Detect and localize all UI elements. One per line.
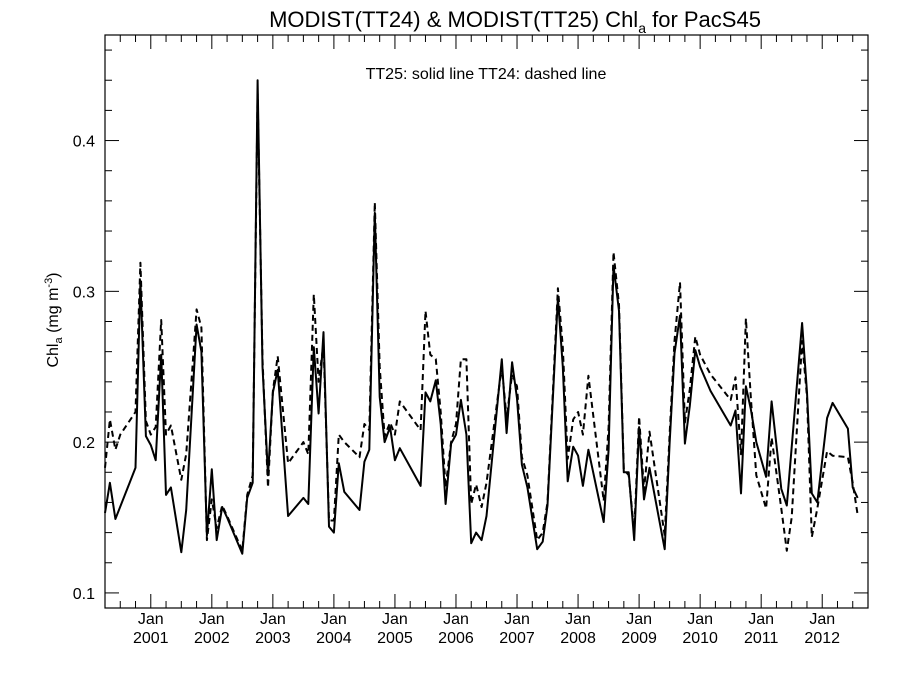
x-tick-label-month: Jan: [626, 611, 652, 628]
x-tick-label-year: 2012: [804, 630, 840, 647]
x-tick-label-month: Jan: [321, 611, 347, 628]
y-tick-label: 0.4: [73, 134, 95, 151]
x-tick-label-year: 2006: [438, 630, 474, 647]
chart-title-tail: for PacS45: [646, 7, 761, 32]
x-tick-label-month: Jan: [809, 611, 835, 628]
x-tick-label-year: 2004: [316, 630, 352, 647]
legend-annotation: TT25: solid line TT24: dashed line: [366, 66, 607, 83]
x-tick-label-year: 2003: [255, 630, 291, 647]
y-axis-label-exponent: -3: [43, 278, 55, 288]
x-tick-label-month: Jan: [260, 611, 286, 628]
x-tick-label-month: Jan: [443, 611, 469, 628]
x-tick-label-month: Jan: [504, 611, 530, 628]
axis-tick-labels: 0.1 0.2 0.3 0.4 Jan 2001 Jan 2002 Jan 2003 Jan 2004…: [73, 134, 840, 647]
series-line-tt25: [104, 79, 859, 555]
series-line-tt24: [104, 92, 859, 552]
chart-title-main: MODIST(TT24) & MODIST(TT25) Chl: [269, 7, 638, 32]
x-tick-label-month: Jan: [687, 611, 713, 628]
x-tick-label-year: 2010: [682, 630, 718, 647]
x-tick-label-year: 2011: [744, 630, 779, 647]
x-tick-label-month: Jan: [199, 611, 225, 628]
x-tick-label-month: Jan: [565, 611, 591, 628]
y-tick-label: 0.2: [73, 435, 95, 452]
x-tick-label-month: Jan: [748, 611, 774, 628]
x-tick-label-month: Jan: [138, 611, 164, 628]
x-tick-label-year: 2005: [377, 630, 413, 647]
data-series: [104, 79, 859, 555]
y-axis-label-subscript: a: [53, 337, 65, 344]
x-tick-label-year: 2002: [194, 630, 230, 647]
x-tick-label-year: 2009: [621, 630, 657, 647]
axis-ticks: [104, 35, 869, 608]
y-tick-label: 0.1: [73, 586, 95, 603]
y-axis-label-main: Chl: [45, 344, 62, 368]
x-tick-label-year: 2008: [560, 630, 596, 647]
y-axis-label-close: ): [45, 272, 62, 277]
chart-title-subscript: a: [638, 20, 646, 36]
y-tick-label: 0.3: [73, 284, 95, 301]
y-axis-label-unit: (mg m: [45, 288, 62, 338]
y-axis-label: Chla (mg m-3): [43, 272, 65, 367]
x-tick-label-year: 2001: [133, 630, 169, 647]
x-tick-label-year: 2007: [499, 630, 535, 647]
x-tick-label-month: Jan: [382, 611, 408, 628]
chart-title: MODIST(TT24) & MODIST(TT25) Chla for Pac…: [269, 7, 761, 36]
